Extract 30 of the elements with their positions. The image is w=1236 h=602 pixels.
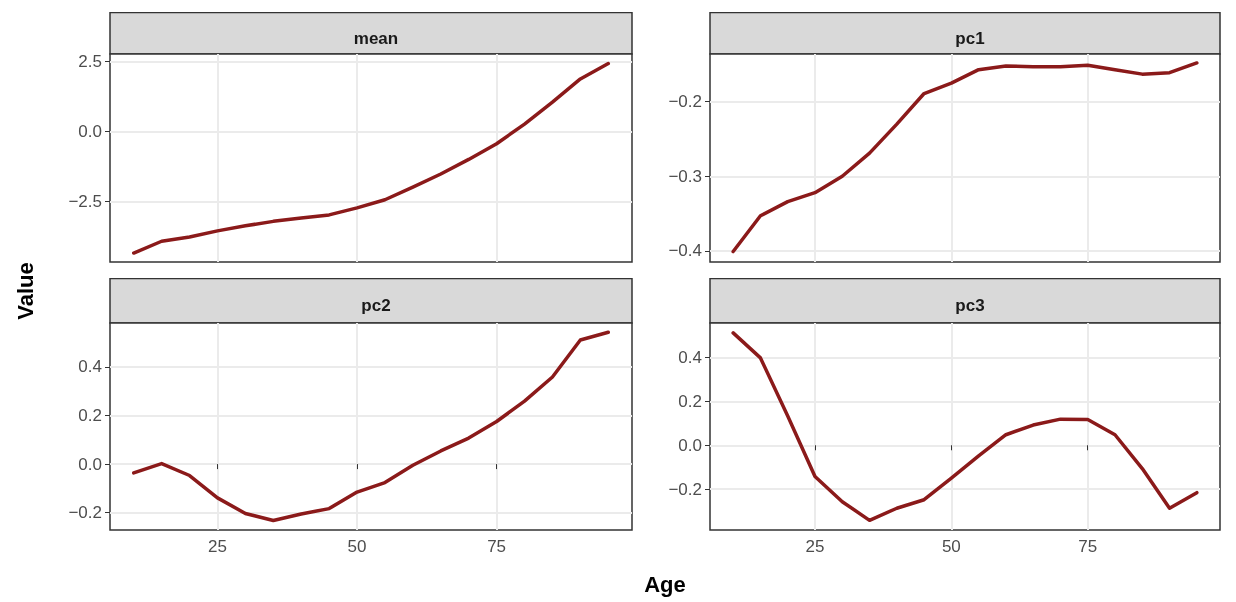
x-tick-label: 50 (347, 537, 367, 556)
y-tick-label: 0.0 (78, 454, 102, 474)
x-axis-title: Age (644, 572, 686, 598)
x-tick-label: 75 (1078, 537, 1098, 556)
y-tick-label: 2.5 (78, 52, 102, 72)
y-tick-label: −2.5 (68, 192, 102, 212)
y-tick-label: −0.2 (668, 92, 702, 112)
y-tick-label: −0.3 (668, 166, 702, 186)
y-tick-label: 0.4 (678, 347, 702, 367)
y-tick-label: −0.4 (668, 241, 702, 261)
y-tick-label: 0.0 (78, 122, 102, 142)
line-series (731, 61, 1199, 254)
x-tick-label: 25 (208, 537, 227, 556)
y-tick-label: −0.2 (668, 479, 702, 499)
line-series (131, 330, 611, 523)
x-tick-label: 50 (941, 537, 961, 556)
chart-title: mean (353, 28, 399, 48)
chart-title: pc2 (361, 296, 391, 315)
x-tick-label: 25 (805, 537, 825, 556)
line-series (131, 61, 611, 255)
y-axis-title: Value (13, 262, 39, 320)
x-tick-label: 75 (487, 537, 507, 556)
line-series (731, 331, 1199, 523)
chart-title: pc1 (955, 28, 985, 48)
y-tick-label: 0.0 (678, 435, 702, 455)
y-tick-label: 0.2 (78, 405, 102, 425)
chart-title: pc3 (955, 296, 985, 315)
y-tick-label: 0.2 (678, 391, 702, 411)
y-tick-label: −0.2 (68, 503, 102, 523)
y-tick-label: 0.4 (78, 357, 102, 377)
